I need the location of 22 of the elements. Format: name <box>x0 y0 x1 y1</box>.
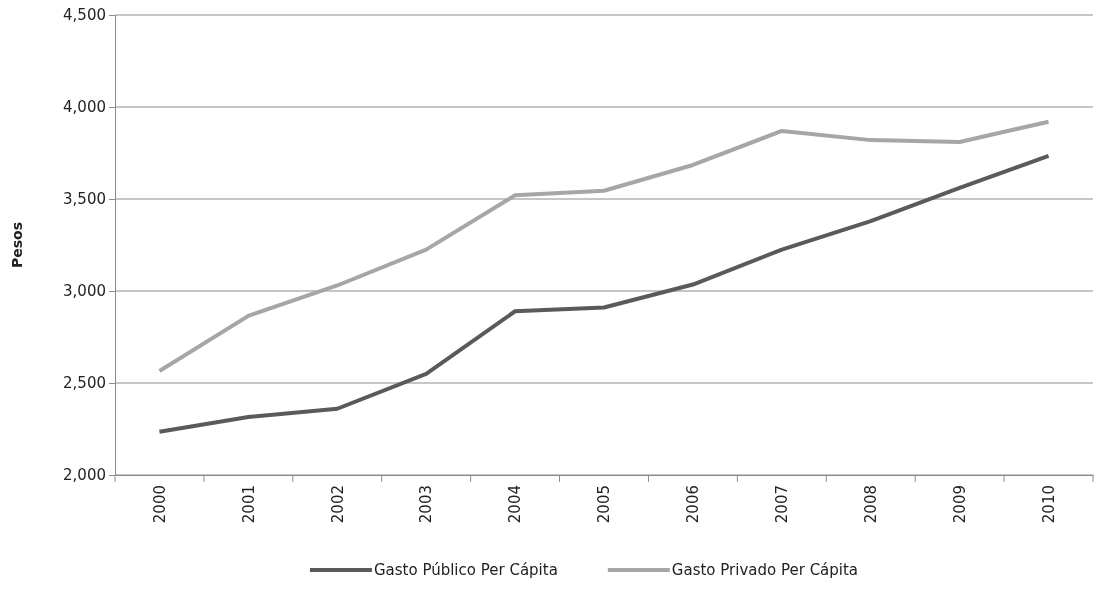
y-tick-label: 3,500 <box>63 190 106 209</box>
x-tick-label: 2008 <box>861 485 880 524</box>
x-tick-label: 2009 <box>950 485 969 524</box>
x-tick-label: 2002 <box>328 485 347 524</box>
legend-label: Gasto Público Per Cápita <box>373 561 558 580</box>
y-tick-label: 3,000 <box>63 282 106 301</box>
y-tick-label: 4,000 <box>63 98 106 117</box>
y-tick-label: 2,500 <box>63 374 106 393</box>
x-tick-label: 2005 <box>595 485 614 524</box>
x-tick-label: 2003 <box>417 485 436 524</box>
legend-label: Gasto Privado Per Cápita <box>671 561 859 580</box>
x-tick-label: 2006 <box>684 485 703 524</box>
x-tick-label: 2001 <box>239 485 258 524</box>
y-tick-label: 4,500 <box>63 6 106 25</box>
x-tick-label: 2004 <box>506 485 525 524</box>
x-tick-label: 2007 <box>773 485 792 524</box>
x-tick-label: 2000 <box>150 485 169 524</box>
y-axis-title: Pesos <box>9 221 25 269</box>
x-tick-label: 2010 <box>1039 485 1058 524</box>
line-series <box>157 119 1051 374</box>
line-series <box>157 153 1051 434</box>
y-tick-label: 2,000 <box>63 466 106 485</box>
